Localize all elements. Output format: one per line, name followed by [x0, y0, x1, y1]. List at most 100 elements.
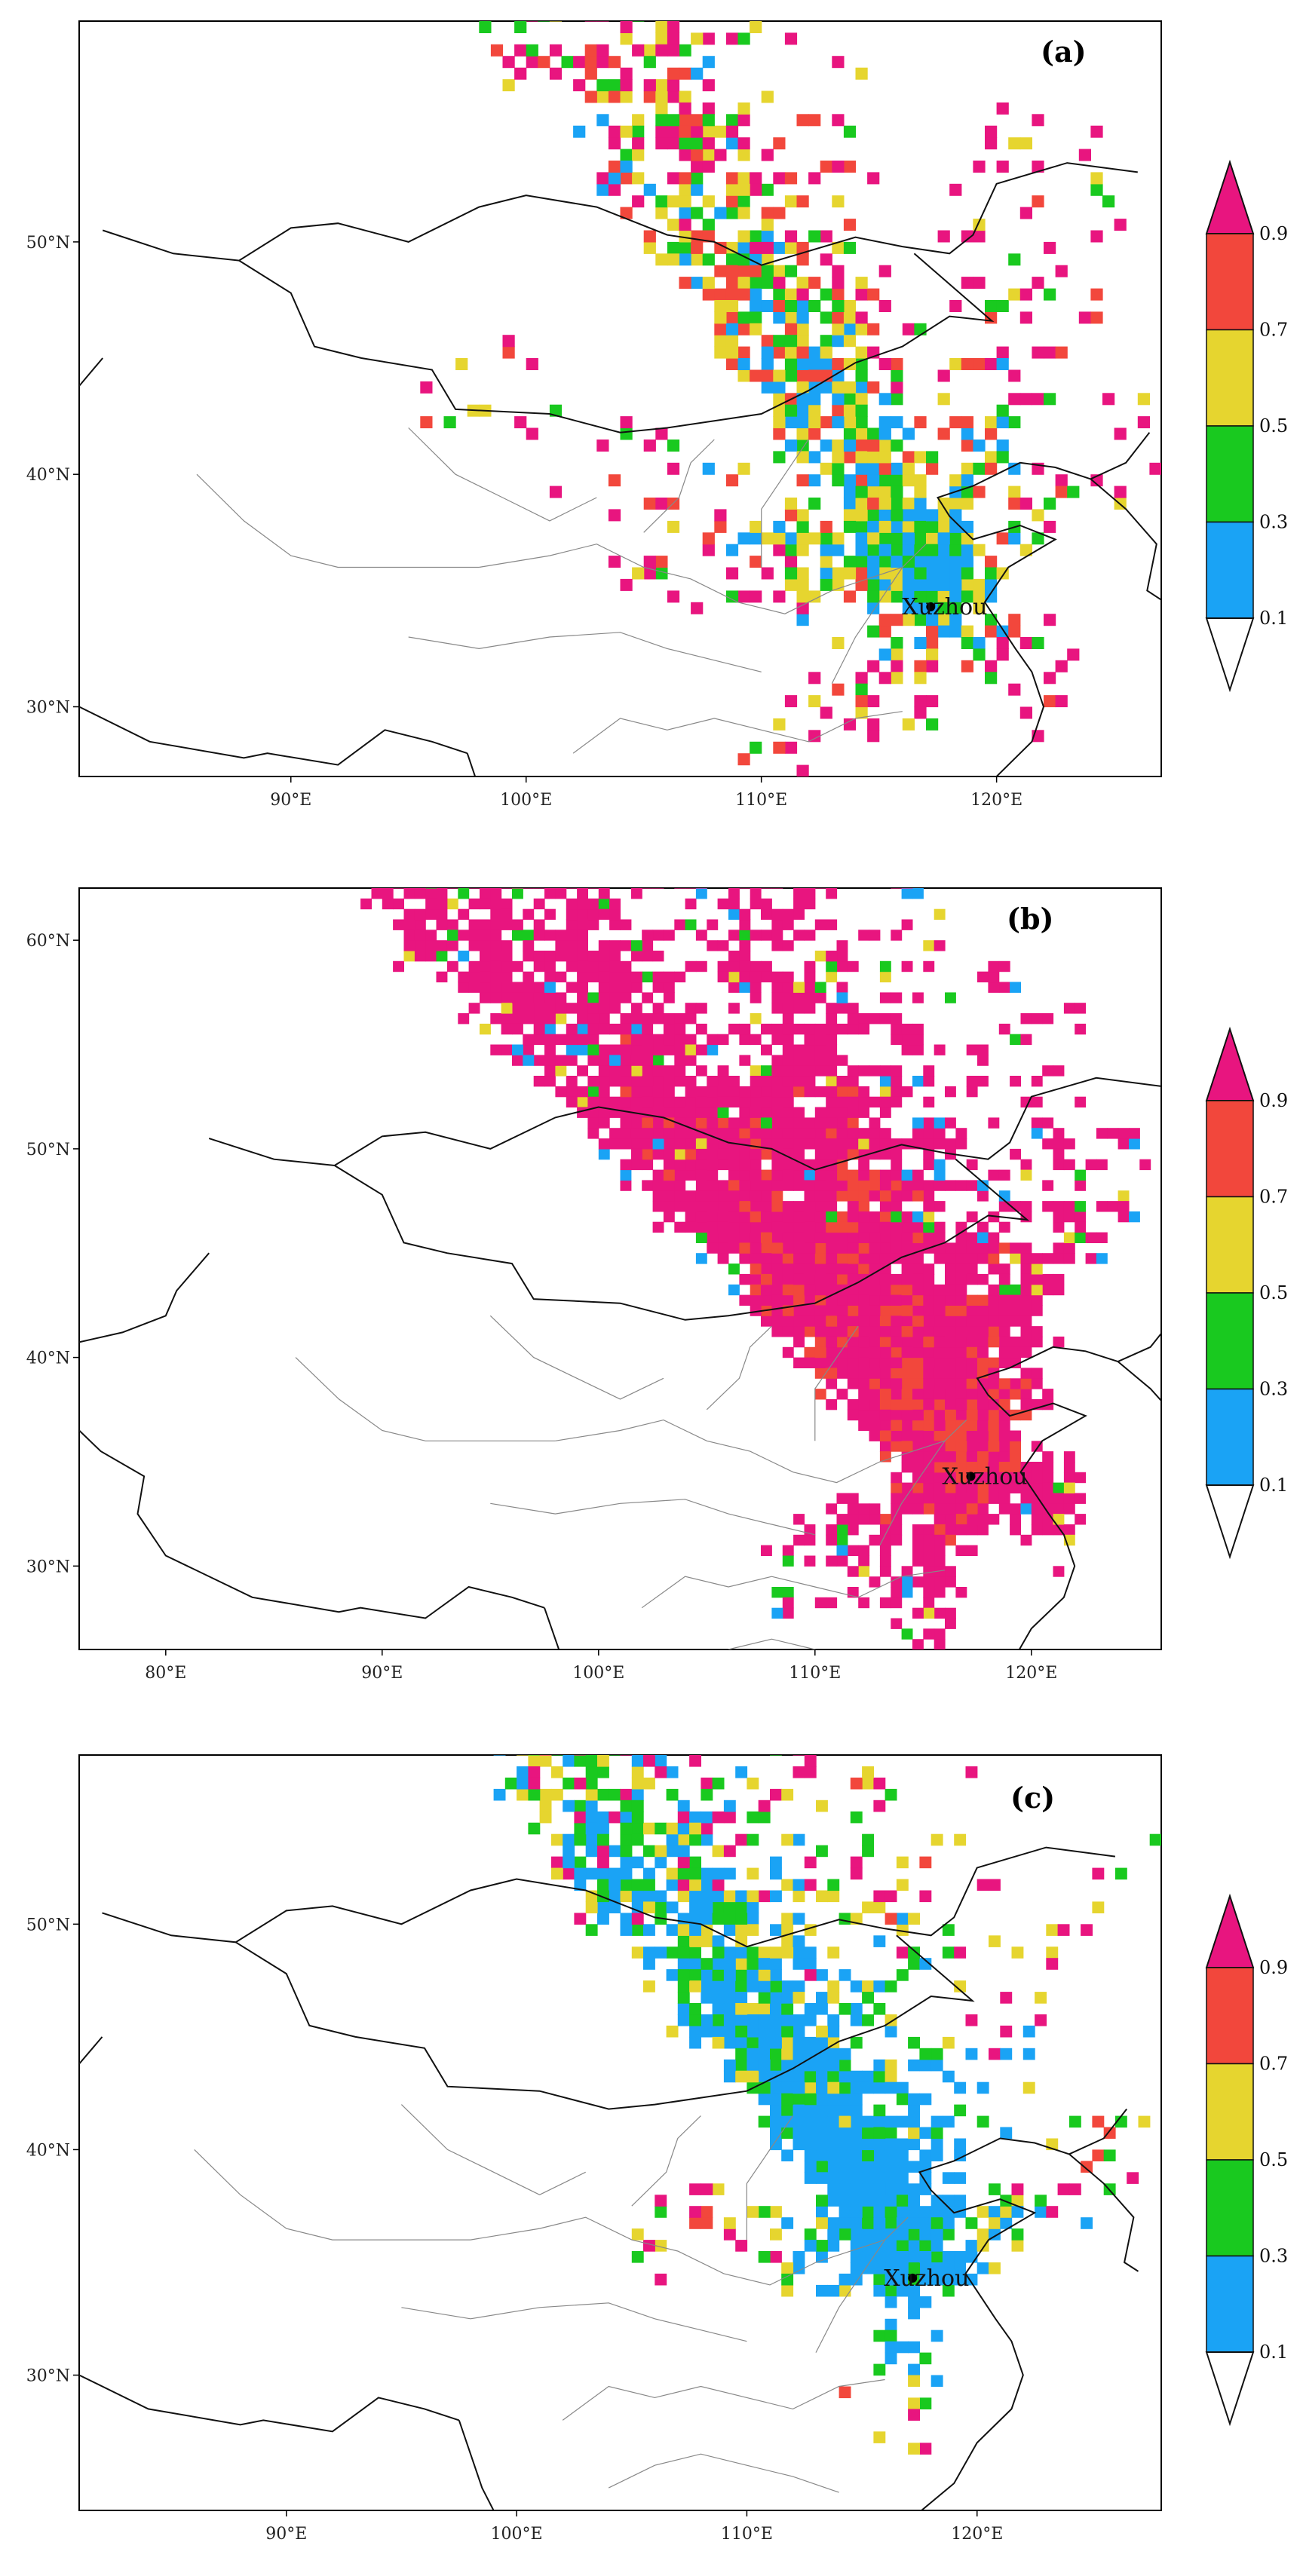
trajectory-cell: [816, 2240, 828, 2252]
trajectory-cell: [808, 672, 821, 685]
trajectory-cell: [1031, 1503, 1043, 1515]
trajectory-cell: [896, 2240, 909, 2252]
trajectory-cell: [832, 265, 845, 277]
trajectory-cell: [653, 804, 664, 815]
trajectory-cell: [739, 1221, 751, 1233]
trajectory-cell: [934, 1326, 946, 1337]
trajectory-cell: [891, 1201, 903, 1212]
trajectory-cell: [879, 1253, 891, 1264]
trajectory-cell: [934, 1576, 946, 1588]
trajectory-cell: [804, 1190, 816, 1202]
trajectory-cell: [965, 2014, 978, 2026]
trajectory-cell: [533, 888, 545, 889]
trajectory-cell: [869, 930, 881, 941]
trajectory-cell: [926, 451, 939, 464]
trajectory-cell: [879, 1420, 891, 1431]
trajectory-cell: [998, 1273, 1010, 1285]
trajectory-cell: [695, 1201, 707, 1212]
trajectory-cell: [666, 1901, 679, 1913]
trajectory-cell: [988, 1169, 1000, 1181]
trajectory-cell: [1078, 311, 1091, 324]
trajectory-cell: [869, 1211, 881, 1223]
trajectory-cell: [912, 1294, 924, 1306]
trajectory-cell: [998, 1201, 1010, 1212]
trajectory-cell: [973, 358, 986, 370]
trajectory-cell: [630, 1148, 642, 1160]
trajectory-cell: [926, 648, 939, 661]
trajectory-cells-c: [493, 1755, 1161, 2455]
trajectory-cell: [934, 1044, 946, 1055]
trajectory-cell: [725, 172, 739, 185]
trajectory-cell: [808, 474, 821, 487]
trajectory-cell: [750, 1086, 762, 1098]
trajectory-cell: [862, 2195, 874, 2207]
trajectory-cell: [912, 1607, 924, 1619]
trajectory-cell: [574, 1833, 587, 1846]
trajectory-cell: [885, 2195, 897, 2207]
trajectory-cell: [784, 358, 798, 370]
trajectory-cell: [976, 2206, 989, 2218]
trajectory-cell: [869, 1503, 881, 1515]
trajectory-cell: [796, 614, 809, 626]
trajectory-cell: [827, 2059, 840, 2072]
trajectory-cell: [577, 1086, 588, 1098]
trajectory-cell: [923, 1462, 935, 1473]
trajectory-cell: [577, 1034, 588, 1046]
trajectory-cell: [1042, 1284, 1054, 1296]
trajectory-cell: [836, 1242, 848, 1254]
trajectory-cell: [728, 960, 740, 973]
lon-tick-label: 120°E: [970, 791, 1022, 810]
trajectory-cell: [574, 1755, 587, 1756]
trajectory-cell: [912, 1493, 924, 1504]
trajectory-cell: [989, 2217, 1001, 2229]
trajectory-cell: [784, 498, 798, 510]
trajectory-cell: [793, 1023, 805, 1035]
trajectory-cell: [717, 1242, 729, 1254]
trajectory-cell: [793, 1107, 805, 1118]
trajectory-cell: [793, 982, 805, 993]
trajectory-cell: [555, 971, 567, 983]
trajectory-cell: [804, 2003, 817, 2015]
trajectory-cell: [285, 825, 296, 836]
trajectory-cell: [493, 1788, 506, 1801]
trajectory-cell: [566, 919, 578, 930]
trajectory-cell: [643, 1901, 655, 1913]
trajectory-cell: [468, 930, 480, 941]
trajectory-cell: [490, 992, 502, 1003]
trajectory-cell: [702, 56, 715, 69]
trajectory-cell: [425, 888, 437, 889]
trajectory-cell: [973, 230, 986, 243]
trajectory-cell: [879, 1221, 891, 1233]
trajectory-cell: [1010, 1430, 1021, 1441]
trajectory-cell: [923, 1482, 935, 1493]
trajectory-cell: [728, 898, 740, 910]
trajectory-cell: [523, 857, 534, 868]
trajectory-cell: [867, 462, 880, 475]
trajectory-cell: [869, 1253, 881, 1264]
trajectory-cell: [737, 265, 750, 277]
trajectory-cell: [655, 2195, 667, 2207]
trajectory-cell: [945, 1398, 956, 1411]
trajectory-cell: [816, 2284, 828, 2297]
trajectory-cell: [804, 1284, 816, 1296]
colorbar-tick-label: 0.3: [1259, 1379, 1288, 1400]
trajectory-cell: [1063, 1253, 1075, 1264]
trajectory-cell: [597, 1913, 609, 1925]
trajectory-cell: [891, 1597, 903, 1609]
trajectory-cell: [988, 1316, 1000, 1327]
trajectory-cell: [782, 1232, 794, 1243]
trajectory-cell: [839, 2206, 851, 2218]
trajectory-cell: [988, 1409, 1000, 1421]
trajectory-cell: [446, 930, 458, 941]
trajectory-cell: [771, 1128, 783, 1139]
trajectory-cell: [771, 825, 783, 836]
trajectory-cell: [873, 2161, 886, 2173]
trajectory-cell: [847, 1013, 859, 1025]
trajectory-cell: [804, 1044, 816, 1055]
trajectory-cell: [674, 1128, 686, 1139]
trajectory-cell: [784, 544, 798, 556]
trajectory-cell: [961, 498, 973, 510]
trajectory-cell: [784, 311, 798, 324]
trajectory-cell: [598, 1023, 610, 1035]
trajectory-cell: [816, 2025, 828, 2038]
